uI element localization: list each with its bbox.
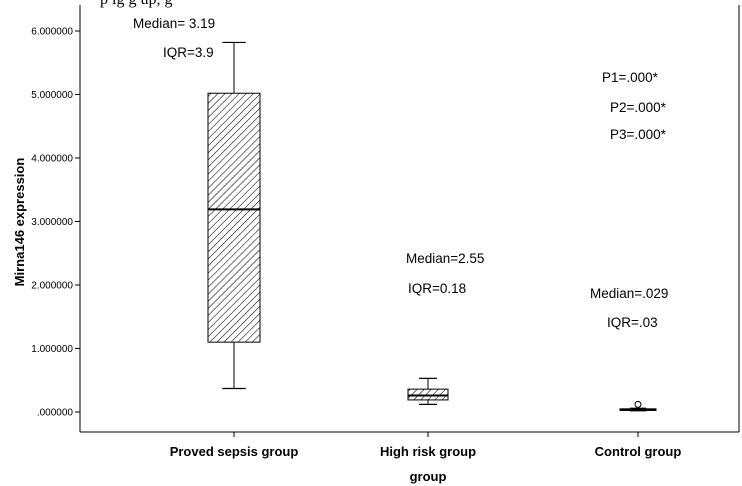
x-category-label: Control group (595, 444, 682, 459)
annotation-label: Median= 3.19 (133, 16, 215, 31)
x-category-label: High risk group (380, 444, 476, 459)
x-category-label: Proved sepsis group (170, 444, 299, 459)
x-axis-title: group (410, 469, 447, 484)
annotation-label: P3=.000* (610, 127, 667, 142)
iqr-box (207, 92, 261, 343)
top-caption-fragment: p ig g up, g (100, 0, 172, 9)
annotation-label: IQR=0.18 (408, 281, 466, 296)
y-tick-label: 4.000000 (31, 154, 73, 165)
y-tick-label: 2.000000 (31, 281, 73, 292)
y-tick-label: .000000 (37, 408, 74, 419)
annotation-label: IQR=3.9 (163, 45, 214, 60)
annotation-label: IQR=.03 (607, 315, 658, 330)
annotation-label: Median=2.55 (406, 251, 484, 266)
y-tick-label: 6.000000 (31, 27, 73, 38)
axes-group: .000000 1.000000 2.000000 3.000000 4.000000 5… (12, 5, 740, 484)
annotation-label: Median=.029 (590, 286, 668, 301)
marks-group (207, 41, 657, 412)
y-tick-label: 5.000000 (31, 90, 73, 101)
outlier-point (634, 400, 642, 408)
annotation-label: P2=.000* (610, 100, 667, 115)
annotation-label: P1=.000* (602, 70, 659, 85)
y-axis-title: Mirna146 expression (12, 158, 27, 287)
y-tick-label: 3.000000 (31, 217, 73, 228)
labels-group: Median= 3.19 IQR=3.9 Median=2.55 IQR=0.18 Me… (133, 16, 668, 330)
y-tick-label: 1.000000 (31, 344, 73, 355)
